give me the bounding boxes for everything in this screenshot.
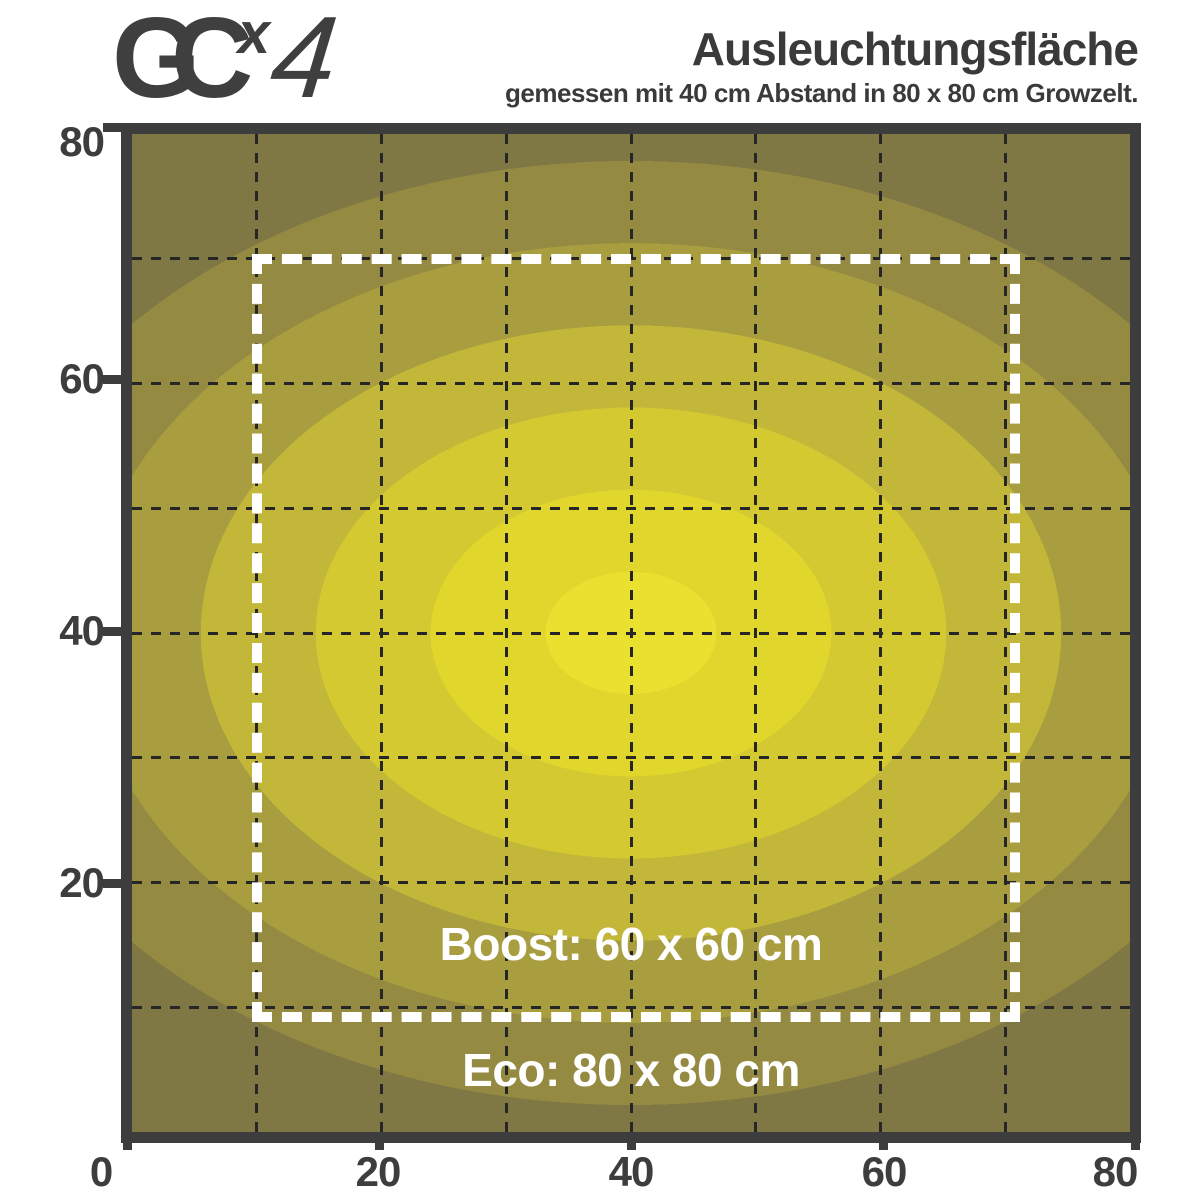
x-tick-40	[627, 1132, 636, 1150]
y-tick-label-20: 20	[59, 859, 105, 906]
header-titles: Ausleuchtungsfläche gemessen mit 40 cm A…	[505, 23, 1139, 109]
x-tick-label-0: 0	[89, 1148, 113, 1195]
illumination-heatmap: Boost: 60 x 60 cm Eco: 80 x 80 cm	[132, 134, 1130, 1132]
plot-frame: Boost: 60 x 60 cm Eco: 80 x 80 cm	[121, 123, 1141, 1143]
grid-line-vertical	[629, 134, 633, 1132]
grid-line-vertical	[380, 134, 383, 1132]
chart-title: Ausleuchtungsfläche	[691, 23, 1139, 75]
logo-superscript-x: x	[237, 1, 270, 66]
boost-zone-outline	[251, 253, 1021, 1023]
grid-line-horizontal	[132, 382, 1130, 385]
grid-line-horizontal	[132, 506, 1130, 510]
x-tick-0	[123, 1132, 132, 1150]
y-tick-60	[103, 375, 122, 384]
boost-zone-label: Boost: 60 x 60 cm	[439, 918, 823, 970]
x-tick-label-60: 60	[861, 1148, 908, 1195]
chart-subtitle: gemessen mit 40 cm Abstand in 80 x 80 cm…	[505, 78, 1138, 108]
x-tick-label-20: 20	[355, 1148, 402, 1195]
x-tick-60	[879, 1132, 888, 1150]
y-tick-40	[103, 627, 122, 636]
y-tick-label-60: 60	[59, 355, 105, 402]
logo-model-number: 4	[265, 0, 344, 122]
x-tick-label-40: 40	[608, 1148, 655, 1195]
x-tick-80	[1131, 1132, 1140, 1150]
y-tick-80	[103, 123, 122, 132]
eco-zone-label: Eco: 80 x 80 cm	[462, 1044, 800, 1096]
logo-gc-text: GC	[112, 0, 253, 122]
y-tick-label-40: 40	[59, 607, 105, 654]
y-tick-label-80: 80	[59, 118, 105, 165]
brand-logo: GC x4	[112, 0, 343, 122]
x-tick-20	[375, 1132, 384, 1150]
x-tick-label-80: 80	[1092, 1148, 1139, 1195]
y-tick-20	[103, 879, 122, 888]
grid-line-vertical	[504, 134, 508, 1132]
